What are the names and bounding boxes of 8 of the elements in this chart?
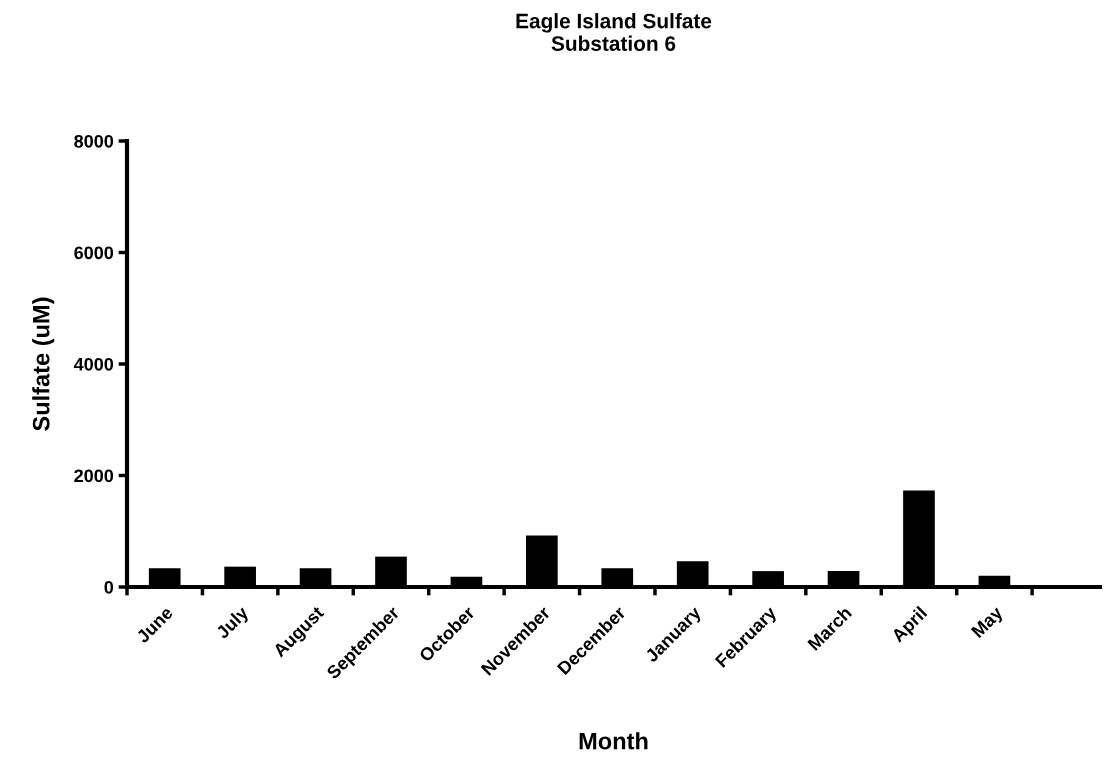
y-tick-label: 0 [104,580,114,594]
y-tick-label: 4000 [73,357,114,371]
x-axis-title: Month [579,732,648,750]
y-tick-label: 2000 [74,469,114,483]
y-tick-label: 6000 [74,246,114,260]
y-tick-label: 8000 [74,134,114,148]
y-axis-title: Sulfate (uM) [32,297,55,431]
chart-title: Eagle Island Sulfate Substation 6 [516,13,712,51]
